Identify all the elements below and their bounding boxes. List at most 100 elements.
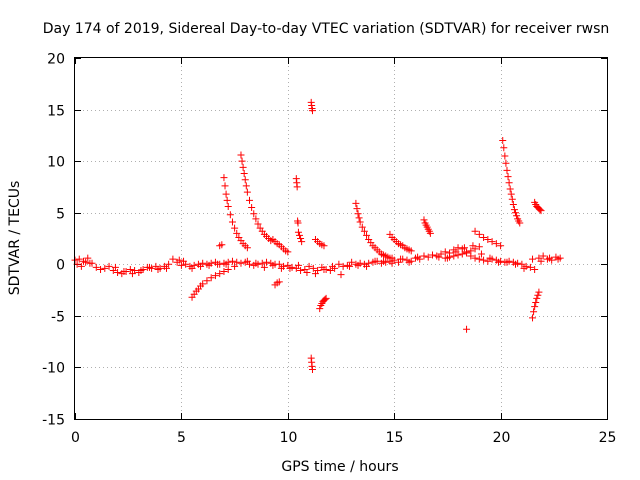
data-point — [294, 228, 302, 236]
data-point — [506, 185, 514, 193]
data-point — [221, 182, 229, 190]
data-point — [128, 270, 136, 278]
data-point — [554, 255, 562, 263]
chart-title: Day 174 of 2019, Sidereal Day-to-day VTE… — [43, 21, 610, 37]
data-point — [484, 236, 492, 244]
data-point — [463, 249, 471, 257]
y-tick-label: 10 — [47, 155, 65, 171]
data-point — [308, 365, 316, 373]
data-point — [275, 260, 283, 268]
data-point — [407, 247, 415, 255]
data-point — [305, 262, 313, 270]
data-point — [105, 262, 113, 270]
data-point — [420, 252, 428, 260]
data-point — [188, 264, 196, 272]
data-point — [84, 254, 92, 262]
data-point — [539, 252, 547, 260]
data-point — [97, 265, 105, 273]
data-point — [207, 274, 215, 282]
data-point — [486, 254, 494, 262]
data-point — [475, 255, 483, 263]
data-point — [237, 151, 245, 159]
data-point — [231, 224, 239, 232]
data-point — [293, 183, 301, 191]
data-point — [328, 262, 336, 270]
data-point — [224, 203, 232, 211]
data-point — [529, 314, 537, 322]
y-tick-label: 5 — [56, 207, 65, 223]
data-point — [77, 262, 85, 270]
data-point — [526, 263, 534, 271]
data-point — [137, 266, 145, 274]
data-point — [532, 298, 540, 306]
data-point — [284, 248, 292, 256]
data-point — [363, 231, 371, 239]
data-point — [111, 263, 119, 271]
data-point — [252, 215, 260, 223]
data-point — [120, 268, 128, 276]
data-point — [536, 206, 544, 214]
data-point — [320, 265, 328, 273]
data-point — [321, 295, 329, 303]
y-tick-label: -10 — [42, 361, 65, 377]
data-point — [126, 265, 134, 273]
x-tick-label: 15 — [386, 430, 404, 446]
data-point — [228, 218, 236, 226]
data-point — [509, 200, 517, 208]
data-point — [214, 260, 222, 268]
tick-marks — [75, 58, 608, 420]
data-point — [298, 238, 306, 246]
data-point — [346, 262, 354, 270]
data-point — [216, 270, 224, 278]
data-point — [114, 269, 122, 277]
data-point — [226, 211, 234, 219]
data-point — [243, 188, 251, 196]
data-point — [380, 257, 388, 265]
data-point — [211, 272, 219, 280]
data-point — [414, 253, 422, 261]
data-point — [497, 242, 505, 250]
data-point — [223, 196, 231, 204]
data-point — [233, 229, 241, 237]
data-point — [446, 253, 454, 261]
data-point — [516, 219, 524, 227]
data-point — [511, 209, 519, 217]
data-point — [286, 264, 294, 272]
data-point — [218, 241, 226, 249]
data-point — [467, 247, 475, 255]
data-point — [296, 231, 304, 239]
y-tick-label: 15 — [47, 104, 65, 120]
data-point — [355, 214, 363, 222]
data-point — [169, 255, 177, 263]
data-point — [360, 227, 368, 235]
data-point — [254, 220, 262, 228]
data-point — [197, 262, 205, 270]
data-point — [86, 259, 94, 267]
data-point — [252, 259, 260, 267]
data-point — [494, 258, 502, 266]
data-point — [203, 277, 211, 285]
data-point — [471, 254, 479, 262]
data-point — [241, 176, 249, 184]
data-point — [303, 269, 311, 277]
data-point — [499, 137, 507, 145]
data-point — [354, 210, 362, 218]
data-point — [308, 107, 316, 115]
data-point — [238, 157, 246, 165]
data-point — [220, 174, 228, 182]
data-point — [354, 261, 362, 269]
data-point — [339, 262, 347, 270]
data-point — [511, 260, 519, 268]
data-point — [101, 264, 109, 272]
data-point — [505, 179, 513, 187]
data-point — [530, 308, 538, 316]
data-point — [294, 261, 302, 269]
data-point — [420, 216, 428, 224]
data-point — [520, 264, 528, 272]
data-point — [503, 258, 511, 266]
y-tick-label: 20 — [47, 52, 65, 68]
data-point — [471, 245, 479, 253]
data-point — [537, 207, 545, 215]
y-tick-label: -15 — [42, 413, 65, 429]
tick-labels: 0 5 10 15 20 25 -15 -10 -5 0 5 10 15 20 — [42, 52, 616, 447]
